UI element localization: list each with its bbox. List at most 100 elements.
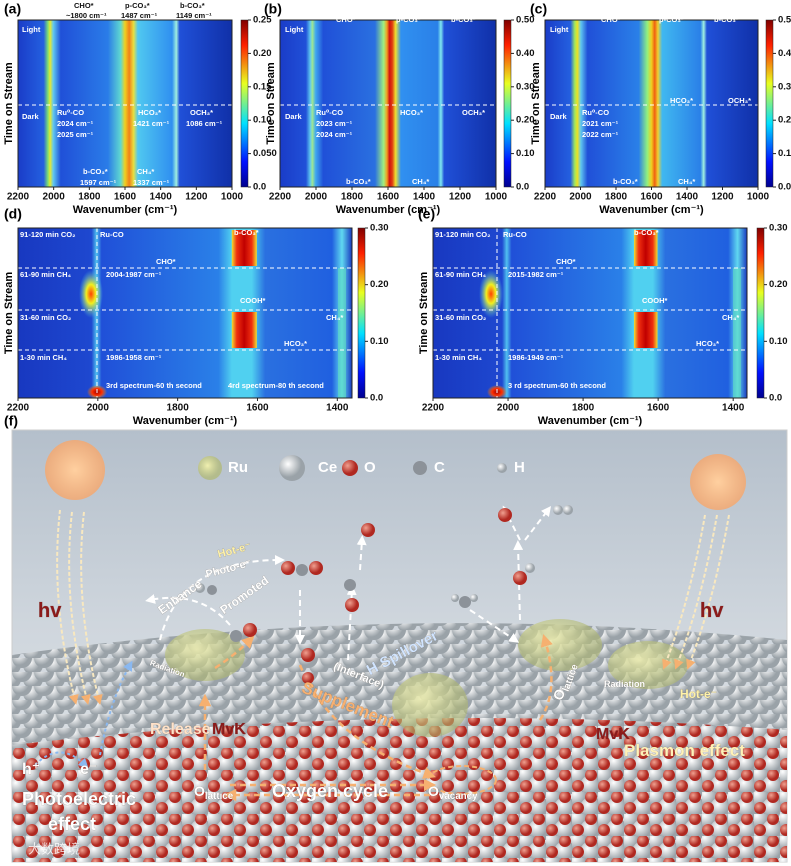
colorbar-tick-label: 0.30 xyxy=(370,223,389,234)
colorbar xyxy=(240,19,249,188)
label-text: Oxygen cycle xyxy=(272,781,388,801)
heatmap xyxy=(18,228,352,398)
x-tick-label: 1000 xyxy=(221,192,244,203)
band-annotation: p-CO₃* xyxy=(125,1,150,10)
band-annotation: 1421 cm⁻¹ xyxy=(133,119,170,128)
y-axis-label: Time on Stream xyxy=(3,62,15,145)
label-text: h⁺ xyxy=(22,761,40,778)
label-text: effect xyxy=(48,814,96,834)
x-tick-label: 1400 xyxy=(722,403,745,414)
band-annotation: 3rd spectrum-60 th second xyxy=(106,381,202,390)
band-annotation: CHO* xyxy=(601,15,621,24)
colorbar xyxy=(357,227,366,399)
ru-cluster xyxy=(392,673,468,737)
label-text: O xyxy=(549,686,568,702)
legend-ru xyxy=(198,456,222,480)
x-tick-label: 2200 xyxy=(269,192,292,203)
band-annotation: Light xyxy=(22,25,41,34)
band-annotation: 2004-1987 cm⁻¹ xyxy=(106,270,162,279)
band-annotation: 91-120 min CO₂ xyxy=(435,230,490,239)
watermark: 大数跨境 xyxy=(28,841,80,856)
band-annotation: b-CO₃* xyxy=(234,228,259,237)
label-subscript: vacancy xyxy=(439,791,478,802)
illustration-label: Plasmon effect xyxy=(624,741,745,760)
ru-cluster xyxy=(608,641,688,689)
vacancy-ring xyxy=(427,765,497,795)
band-annotation: CH₄* xyxy=(137,167,154,176)
legend-label: Ru xyxy=(228,459,248,476)
charge-arrows xyxy=(34,660,133,769)
band-annotation: Dark xyxy=(22,112,40,121)
heatmap xyxy=(545,20,758,187)
band-annotation: 91-120 min CO₂ xyxy=(20,230,75,239)
label-text: Release xyxy=(150,721,211,738)
x-tick-label: 2000 xyxy=(43,192,66,203)
x-tick-label: 2200 xyxy=(534,192,557,203)
panel-label: (f) xyxy=(4,413,18,429)
y-axis-label: Time on Stream xyxy=(530,62,542,145)
band-annotation: 2025 cm⁻¹ xyxy=(57,130,94,139)
colorbar xyxy=(756,227,765,399)
label-text: hv xyxy=(38,600,62,622)
plot-frame xyxy=(432,227,748,399)
band-annotation: 1986-1958 cm⁻¹ xyxy=(106,353,162,362)
label-text: e⁻ xyxy=(80,761,97,778)
heatmap-band xyxy=(231,230,257,266)
x-tick-label: 1800 xyxy=(167,403,190,414)
colorbar-tick-label: 0.25 xyxy=(253,15,272,26)
band-annotation: 1597 cm⁻¹ xyxy=(80,178,117,187)
band-annotation: COOH* xyxy=(240,296,266,305)
band-annotation: Ru⁰-CO xyxy=(316,108,343,117)
illustration-label: hv xyxy=(38,600,62,622)
illustration-label: hv xyxy=(700,600,724,622)
colorbar-tick-label: 0.40 xyxy=(778,48,791,59)
ru-cluster xyxy=(165,629,245,681)
band-annotation: HCO₃* xyxy=(138,108,161,117)
heatmap-band xyxy=(733,268,741,398)
colorbar-tick-label: 0.0 xyxy=(253,182,266,193)
legend-ce xyxy=(279,455,305,481)
light-rays xyxy=(56,509,730,705)
band-annotation: Dark xyxy=(550,112,568,121)
band-annotation: Light xyxy=(550,25,569,34)
band-annotation: p-CO₃* xyxy=(659,15,684,24)
x-tick-label: 1400 xyxy=(326,403,349,414)
colorbar-tick-label: 0.20 xyxy=(253,48,272,59)
band-annotation: OCH₃* xyxy=(462,108,485,117)
band-annotation: CH₄* xyxy=(722,313,739,322)
band-annotation: OCH₃* xyxy=(728,96,751,105)
colorbar-tick-label: 0.30 xyxy=(516,81,535,92)
band-annotation: CHO* xyxy=(336,15,356,24)
plot-frame xyxy=(17,227,353,399)
band-annotation: b-CO₃* xyxy=(451,15,476,24)
illustration-label: Olattice xyxy=(194,783,234,802)
y-axis-label: Time on Stream xyxy=(418,272,430,355)
panel-label: (e) xyxy=(418,206,435,222)
illustration-label: Ovacancy xyxy=(428,783,478,802)
colorbar-tick-label: 0.0 xyxy=(778,182,791,193)
label-text: hv xyxy=(700,600,724,622)
x-tick-label: 1600 xyxy=(246,403,269,414)
band-annotation: p-CO₃* xyxy=(396,15,421,24)
x-tick-label: 1800 xyxy=(341,192,364,203)
band-annotation: 31-60 min CO₂ xyxy=(20,313,71,322)
colorbar-tick-label: 0.0 xyxy=(516,182,529,193)
band-annotation: COOH* xyxy=(642,296,668,305)
heatmaps: (a) Time on Stream Wavenumber (cm⁻¹) 2200 20… xyxy=(3,1,791,427)
x-axis-label: Wavenumber (cm⁻¹) xyxy=(599,204,704,216)
band-annotation: b-CO₃* xyxy=(83,167,108,176)
colorbar-tick-label: 0.050 xyxy=(253,148,277,159)
illustration-label: MvK xyxy=(212,721,246,738)
x-tick-label: 1600 xyxy=(647,403,670,414)
band-annotation: b-CO₃* xyxy=(634,228,659,237)
x-axis-label: Wavenumber (cm⁻¹) xyxy=(133,415,238,427)
x-tick-label: 1400 xyxy=(676,192,699,203)
band-annotation: b-CO₃* xyxy=(613,177,638,186)
x-tick-label: 1400 xyxy=(150,192,173,203)
heatmap xyxy=(18,20,232,187)
legend-o xyxy=(342,460,358,476)
illustration-label: h⁺ xyxy=(22,761,40,778)
band-annotation: 2024 cm⁻¹ xyxy=(57,119,94,128)
heatmap xyxy=(280,20,496,187)
band-annotation: 4rd spectrum-80 th second xyxy=(228,381,324,390)
